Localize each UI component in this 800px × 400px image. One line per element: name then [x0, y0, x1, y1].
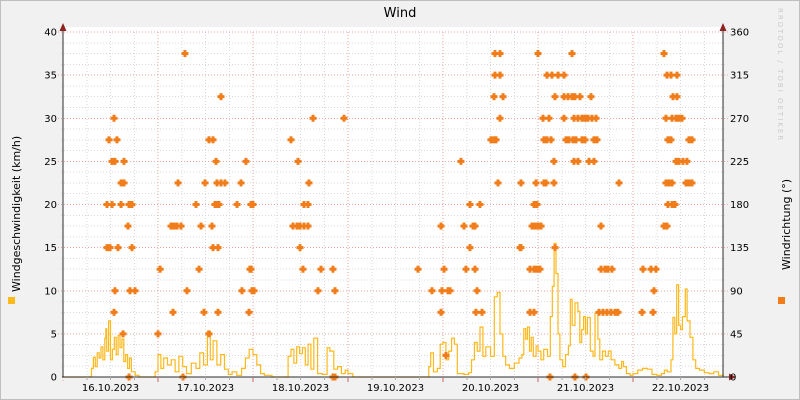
- x-axis-date-label: 19.10.2023: [367, 383, 424, 394]
- wind-speed-legend-swatch: [8, 297, 15, 304]
- right-axis-arrow-icon: [719, 23, 727, 31]
- y-axis-left-label: Windgeschwindigkeit (km/h): [10, 135, 23, 292]
- y-right-tick-label: 270: [730, 114, 749, 125]
- y-left-tick-label: 40: [44, 28, 57, 39]
- x-axis-arrow-icon: [729, 373, 736, 381]
- y-right-tick-label: 0: [730, 373, 736, 384]
- x-axis-date-label: 16.10.2023: [82, 383, 139, 394]
- y-left-tick-label: 15: [44, 243, 57, 254]
- x-axis-ticks: [86, 377, 705, 382]
- y-left-tick-label: 35: [44, 71, 57, 82]
- y-left-tick-label: 0: [51, 373, 57, 384]
- plot-area: [63, 27, 723, 377]
- y-left-tick-label: 20: [44, 200, 57, 211]
- axis-tick-labels: 0 5 10 15 20 25 30 35 40 0 45 90 135 180 225 270 315 360 1…: [44, 28, 749, 395]
- wind-direction-points: [103, 50, 696, 381]
- y-right-tick-label: 180: [730, 200, 749, 211]
- y-left-tick-label: 5: [51, 329, 57, 340]
- x-axis-date-label: 22.10.2023: [652, 383, 709, 394]
- y-right-tick-label: 90: [730, 286, 743, 297]
- y-right-tick-label: 45: [730, 329, 743, 340]
- x-axis-date-label: 20.10.2023: [462, 383, 519, 394]
- x-axis-date-label: 21.10.2023: [557, 383, 614, 394]
- y-right-tick-label: 135: [730, 243, 749, 254]
- y-left-tick-label: 10: [44, 286, 57, 297]
- chart-title: Wind: [383, 6, 417, 21]
- y-right-tick-label: 225: [730, 157, 749, 168]
- y-right-tick-label: 360: [730, 28, 749, 39]
- y-left-tick-label: 25: [44, 157, 57, 168]
- y-right-tick-label: 315: [730, 71, 749, 82]
- grid-minor: [61, 32, 725, 380]
- rrdtool-watermark: RRDTOOL / TOBI OETIKER: [776, 8, 784, 143]
- y-axis-right-label: Windrichtung (°): [780, 178, 793, 270]
- y-left-tick-label: 30: [44, 114, 57, 125]
- x-axis-date-label: 18.10.2023: [272, 383, 329, 394]
- left-axis-arrow-icon: [59, 23, 67, 31]
- wind-speed-line: [63, 242, 724, 378]
- x-axis-date-label: 17.10.2023: [177, 383, 234, 394]
- wind-direction-legend-swatch: [778, 297, 785, 304]
